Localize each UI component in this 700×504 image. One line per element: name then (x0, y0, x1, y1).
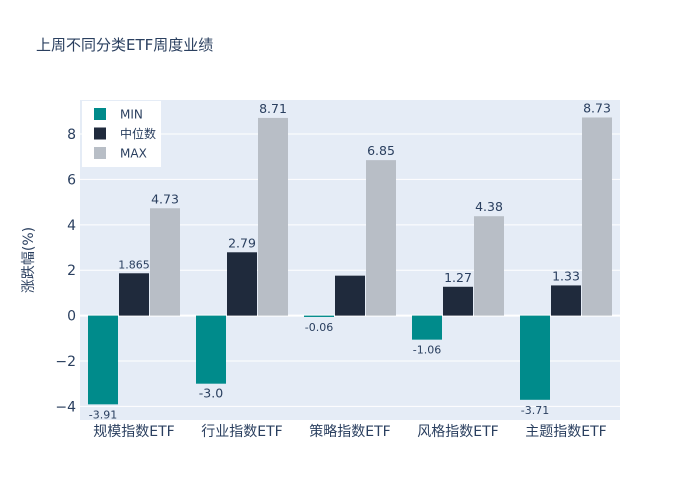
chart-title: 上周不同分类ETF周度业绩 (36, 36, 213, 54)
data-label: 8.73 (583, 100, 611, 115)
bar (412, 315, 442, 340)
data-label: -3.0 (199, 386, 223, 401)
legend-label: MAX (120, 147, 147, 161)
y-tick-label: −2 (55, 354, 76, 370)
y-tick-label: 8 (67, 127, 76, 143)
bar (366, 160, 396, 316)
bar (196, 315, 226, 384)
y-tick-label: −4 (55, 399, 76, 415)
bar (88, 315, 118, 405)
data-label: 1.865 (118, 258, 150, 271)
bars (88, 117, 612, 405)
data-label: 1.27 (444, 270, 472, 285)
data-label: 4.38 (475, 199, 503, 214)
data-label: 6.85 (367, 143, 395, 158)
bar (227, 252, 257, 316)
legend-label: 中位数 (120, 126, 156, 141)
legend-swatch (94, 147, 106, 159)
data-label: -0.06 (305, 321, 333, 334)
legend-swatch (94, 127, 106, 140)
x-tick-label: 主题指数ETF (525, 424, 606, 440)
y-tick-label: 0 (67, 309, 76, 325)
y-tick-label: 4 (67, 218, 76, 234)
data-label: 4.73 (151, 191, 179, 206)
y-tick-labels: −4 −2 0 2 4 6 8 (55, 127, 76, 415)
y-tick-label: 6 (67, 172, 76, 188)
data-label: -1.06 (413, 344, 441, 357)
legend[interactable]: MIN 中位数 MAX (82, 101, 161, 167)
y-tick-label: 2 (67, 263, 76, 279)
x-tick-labels: 规模指数ETF 行业指数ETF 策略指数ETF 风格指数ETF 主题指数ETF (93, 423, 606, 440)
data-label: 8.71 (259, 101, 287, 116)
x-tick-label: 规模指数ETF (93, 424, 174, 440)
legend-swatch (94, 108, 106, 120)
bar (150, 208, 180, 316)
bar (443, 286, 473, 316)
data-label: -3.91 (89, 408, 117, 421)
bar (582, 117, 612, 316)
bar (258, 117, 288, 316)
bar (335, 275, 365, 316)
data-label: -3.71 (521, 404, 549, 417)
x-tick-label: 风格指数ETF (417, 424, 498, 440)
x-tick-label: 行业指数ETF (201, 424, 282, 440)
bar (551, 285, 581, 316)
bar (520, 315, 550, 400)
x-tick-label: 策略指数ETF (309, 423, 390, 440)
data-labels: -3.91 1.865 4.73 -3.0 2.79 8.71 -0.06 6.85 -1.06… (89, 100, 611, 421)
y-axis-title: 涨跌幅(%) (21, 227, 37, 293)
data-label: 2.79 (228, 235, 256, 250)
bar (119, 273, 149, 316)
bar (304, 315, 334, 317)
bar (474, 216, 504, 316)
legend-label: MIN (120, 108, 143, 122)
data-label: 1.33 (552, 268, 580, 283)
